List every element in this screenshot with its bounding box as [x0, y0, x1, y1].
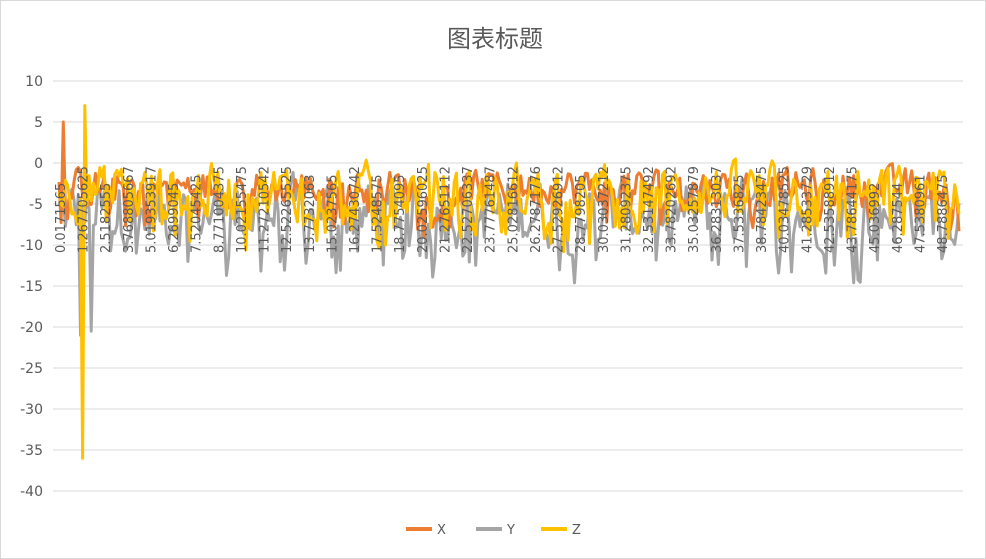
- x-tick-label: 43.78644175: [846, 166, 861, 253]
- y-tick-label: -10: [20, 238, 43, 254]
- x-tick-label: 3.768805667: [122, 166, 137, 253]
- x-tick-label: 45.036992: [868, 183, 883, 253]
- x-tick-label: 7.52045425: [190, 174, 205, 253]
- x-tick-label: 30.03037212: [597, 166, 612, 253]
- x-tick-label: 28.7798205: [574, 174, 589, 253]
- x-tick-label: 27.52926912: [552, 166, 567, 253]
- x-tick-label: 17.5248575: [371, 174, 386, 253]
- x-tick-label: 20.02596025: [416, 166, 431, 253]
- x-tick-label: 11.27210542: [258, 166, 273, 253]
- y-tick-label: -30: [20, 402, 43, 418]
- series-line-z: [57, 104, 961, 460]
- x-tick-label: 47.5380961: [913, 174, 928, 253]
- x-tick-label: 13.7732063: [303, 174, 318, 253]
- y-tick-label: 10: [25, 74, 43, 90]
- x-tick-label: 41.28533729: [800, 166, 815, 253]
- x-tick-label: 32.53147492: [642, 166, 657, 253]
- y-tick-label: -5: [29, 197, 43, 213]
- x-tick-label: 5.019353917: [145, 166, 160, 253]
- x-tick-label: 25.02816612: [506, 166, 521, 253]
- x-tick-label: 2.5182555: [99, 183, 114, 253]
- x-tick-label: 38.78423475: [755, 166, 770, 253]
- x-tick-label: 26.27871776: [529, 166, 544, 253]
- x-tick-label: 18.7754095: [393, 174, 408, 253]
- x-tick-label: 42.53588912: [823, 166, 838, 253]
- legend-label-z: Z: [572, 523, 581, 538]
- x-tick-label: 36.28313037: [710, 166, 725, 253]
- x-tick-label: 15.0237565: [325, 174, 340, 253]
- x-tick-label: 48.7886475: [936, 174, 951, 253]
- x-tick-label: 40.03478525: [778, 166, 793, 253]
- x-tick-label: 33.78202692: [665, 166, 680, 253]
- x-tick-label: 6.2699045: [167, 183, 182, 253]
- y-tick-label: 5: [34, 115, 43, 131]
- x-tick-label: 22.52706337: [461, 166, 476, 253]
- y-tick-label: -15: [20, 279, 43, 295]
- x-tick-label: 31.28092375: [619, 166, 634, 253]
- x-tick-label: 46.287544: [891, 183, 906, 253]
- chart-title: 图表标题: [447, 25, 543, 53]
- y-tick-label: -25: [20, 361, 43, 377]
- x-tick-label: 1.267705625: [77, 166, 92, 253]
- y-tick-label: -35: [20, 443, 43, 459]
- x-tick-label: 37.5336825: [733, 174, 748, 253]
- x-tick-label: 0.0171565: [54, 183, 69, 253]
- y-tick-label: -20: [20, 320, 43, 336]
- x-tick-label: 23.77761487: [484, 166, 499, 253]
- y-tick-label: 0: [34, 156, 43, 172]
- x-tick-label: 10.02155475: [235, 166, 250, 253]
- x-tick-label: 21.27651112: [439, 166, 454, 253]
- x-tick-label: 8.771004375: [212, 166, 227, 253]
- x-tick-label: 12.52265525: [280, 166, 295, 253]
- x-tick-label: 16.27430742: [348, 166, 363, 253]
- y-tick-label: -40: [20, 484, 43, 500]
- legend-label-x: X: [437, 523, 446, 538]
- x-tick-label: 35.03257879: [687, 166, 702, 253]
- legend-label-y: Y: [506, 523, 515, 538]
